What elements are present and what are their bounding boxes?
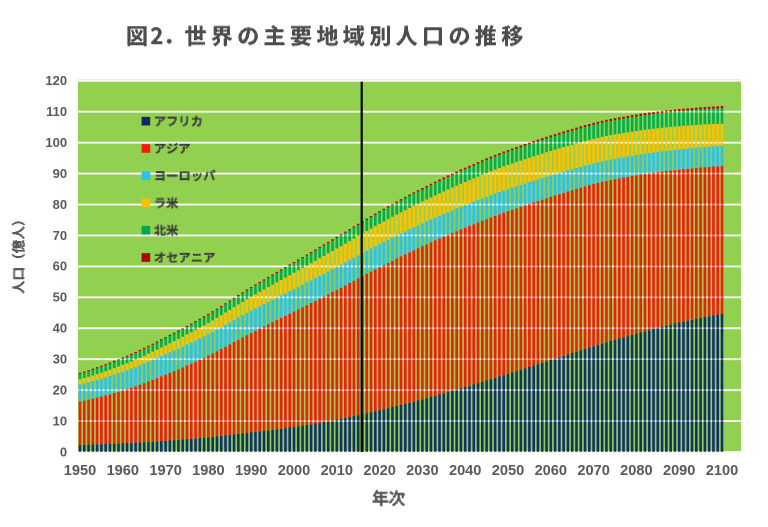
svg-text:70: 70 — [53, 228, 67, 243]
svg-text:100: 100 — [45, 135, 67, 150]
svg-text:2100: 2100 — [706, 463, 738, 479]
svg-text:2060: 2060 — [535, 463, 567, 479]
svg-text:2070: 2070 — [577, 463, 609, 479]
svg-text:1950: 1950 — [64, 463, 96, 479]
svg-text:2040: 2040 — [449, 463, 481, 479]
svg-text:1970: 1970 — [149, 463, 181, 479]
svg-text:40: 40 — [53, 321, 67, 336]
svg-text:2000: 2000 — [278, 463, 310, 479]
svg-text:1990: 1990 — [235, 463, 267, 479]
svg-text:2090: 2090 — [663, 463, 695, 479]
svg-text:0: 0 — [60, 444, 67, 459]
svg-text:50: 50 — [53, 290, 67, 305]
svg-text:80: 80 — [53, 197, 67, 212]
svg-text:10: 10 — [53, 413, 67, 428]
svg-text:1960: 1960 — [107, 463, 139, 479]
svg-text:2030: 2030 — [406, 463, 438, 479]
svg-text:2050: 2050 — [492, 463, 524, 479]
svg-text:1980: 1980 — [192, 463, 224, 479]
svg-text:2020: 2020 — [363, 463, 395, 479]
svg-text:30: 30 — [53, 352, 67, 367]
svg-text:2010: 2010 — [321, 463, 353, 479]
svg-text:90: 90 — [53, 166, 67, 181]
svg-text:2080: 2080 — [620, 463, 652, 479]
svg-text:110: 110 — [46, 104, 67, 119]
svg-text:60: 60 — [53, 259, 67, 274]
svg-text:20: 20 — [53, 382, 67, 397]
svg-text:120: 120 — [45, 73, 67, 88]
